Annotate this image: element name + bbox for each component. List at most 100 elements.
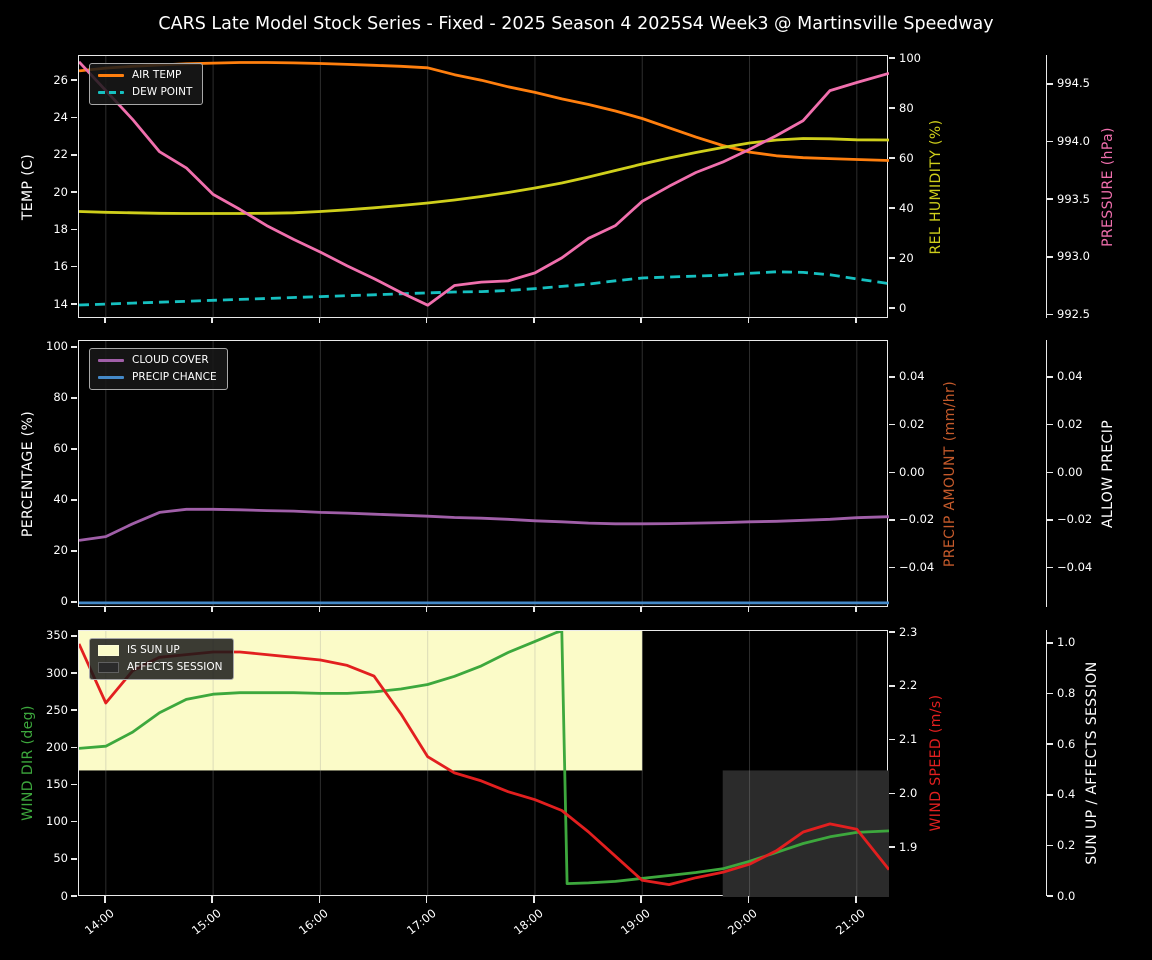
- y-tick-label: 993.0: [1057, 249, 1090, 264]
- y-tick: [889, 738, 895, 741]
- y-tick-label: 350: [46, 628, 68, 643]
- y-tick-label: −0.04: [899, 560, 935, 575]
- temperature-humidity-pressure-legend: AIR TEMP DEW POINT: [89, 63, 204, 105]
- x-tick-label: 18:00: [510, 906, 546, 938]
- y-tick: [71, 228, 77, 231]
- cloud-precip-legend: CLOUD COVER PRECIP CHANCE: [89, 348, 228, 390]
- cloud-cover-line: [79, 507, 889, 542]
- y-tick: [889, 423, 895, 426]
- y-tick: [1047, 844, 1053, 847]
- y-tick-label: 994.5: [1057, 76, 1090, 91]
- y-tick-label: 250: [46, 702, 68, 717]
- y-tick: [71, 448, 77, 450]
- x-tick: [533, 607, 535, 612]
- y-tick-label: 1.0: [1057, 635, 1076, 650]
- y-tick: [889, 685, 895, 687]
- y-tick: [889, 376, 895, 378]
- y-tick: [1047, 83, 1053, 85]
- wind-sun-legend: IS SUN UP AFFECTS SESSION: [89, 638, 234, 680]
- y-tick-label: 993.5: [1057, 191, 1090, 206]
- y-tick-label: −0.02: [1057, 512, 1093, 527]
- pressure-line: [79, 60, 889, 307]
- y-tick-label: 2.1: [899, 732, 918, 747]
- y-tick-label: 200: [46, 739, 68, 754]
- x-tick-label: 21:00: [832, 906, 868, 938]
- y-tick: [1047, 895, 1053, 897]
- y-tick-label: 100: [46, 814, 68, 829]
- y-tick: [71, 895, 77, 897]
- y-tick-label: 40: [53, 492, 68, 507]
- affects-session-region: [722, 770, 889, 897]
- x-tick-label: 15:00: [188, 906, 224, 938]
- y-tick-label: 0.2: [1057, 837, 1076, 852]
- y-tick-label: 100: [46, 339, 68, 354]
- y-tick-label: 2.0: [899, 785, 918, 800]
- x-tick-label: 16:00: [296, 906, 332, 938]
- y-tick: [71, 303, 77, 305]
- x-tick: [640, 318, 642, 323]
- x-tick: [855, 318, 857, 323]
- y-tick: [71, 79, 77, 81]
- y-tick-label: −0.02: [899, 512, 935, 527]
- x-tick: [211, 896, 213, 903]
- y-tick-label: 0.04: [1057, 369, 1083, 384]
- precip-chance-swatch: [98, 375, 124, 379]
- precip-amount-axis-label: PRECIP AMOUNT (mm/hr): [942, 380, 958, 567]
- y-tick-label: 994.0: [1057, 134, 1090, 148]
- wind-sun-canvas: [79, 631, 889, 897]
- y-tick-label: 0.4: [1057, 787, 1076, 802]
- y-tick: [1047, 471, 1053, 474]
- legend-item: DEW POINT: [98, 86, 192, 98]
- y-tick-label: 300: [46, 665, 68, 680]
- x-tick-label: 19:00: [618, 906, 653, 938]
- y-tick: [71, 499, 77, 501]
- x-tick: [211, 607, 213, 612]
- y-tick: [71, 709, 77, 711]
- temp-axis-label: TEMP (C): [20, 153, 36, 220]
- y-tick-label: 22: [53, 147, 68, 162]
- y-tick-label: 0.0: [1057, 888, 1076, 903]
- y-tick-label: 0.00: [1057, 464, 1083, 479]
- x-tick: [425, 896, 428, 903]
- x-tick: [425, 607, 428, 612]
- y-tick: [71, 746, 77, 749]
- y-tick-label: 150: [46, 777, 68, 792]
- y-tick: [71, 820, 77, 823]
- legend-label: AIR TEMP: [132, 69, 182, 81]
- temperature-humidity-pressure-canvas: [79, 56, 889, 319]
- x-tick: [747, 896, 750, 903]
- y-tick: [889, 471, 895, 474]
- air-temp-swatch: [98, 73, 124, 77]
- percentage-axis-label: PERCENTAGE (%): [20, 410, 36, 537]
- y-tick: [1047, 198, 1053, 200]
- x-tick: [640, 607, 642, 612]
- y-tick: [71, 265, 77, 268]
- legend-label: DEW POINT: [132, 86, 193, 98]
- y-tick: [1047, 642, 1053, 644]
- y-tick: [1047, 692, 1053, 695]
- x-tick: [104, 896, 106, 903]
- y-tick-label: 0.00: [899, 464, 925, 479]
- x-tick: [855, 607, 857, 612]
- x-tick: [747, 607, 750, 612]
- legend-item: AFFECTS SESSION: [98, 661, 223, 673]
- legend-item: PRECIP CHANCE: [98, 371, 217, 383]
- cloud-precip-far-spine: [1046, 340, 1047, 607]
- y-tick-label: 0.02: [899, 417, 925, 432]
- x-tick: [425, 318, 428, 323]
- cloud-cover-swatch: [98, 358, 124, 362]
- x-tick: [533, 318, 535, 323]
- legend-item: IS SUN UP: [98, 644, 223, 656]
- y-tick: [71, 191, 77, 193]
- y-tick-label: 0.04: [899, 369, 925, 384]
- y-tick-label: 2.2: [899, 678, 918, 693]
- y-tick-label: 26: [53, 72, 68, 87]
- x-tick-label: 17:00: [403, 906, 439, 938]
- x-tick-label: 14:00: [81, 906, 117, 938]
- y-tick-label: −0.04: [1057, 560, 1093, 575]
- sun-up-axis-label: SUN UP / AFFECTS SESSION: [1084, 661, 1100, 865]
- y-tick: [1047, 566, 1053, 569]
- y-tick-label: 0: [60, 888, 68, 903]
- y-tick: [71, 346, 77, 348]
- wind-sun-plot-area: IS SUN UP AFFECTS SESSION: [78, 630, 889, 897]
